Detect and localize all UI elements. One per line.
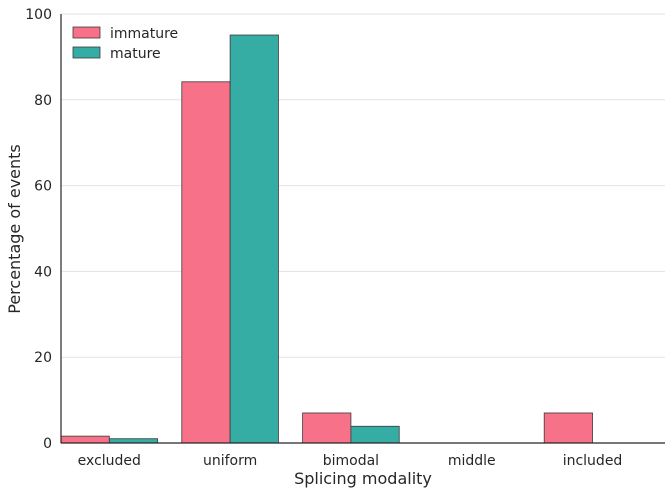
bars (60, 34, 593, 444)
legend-label-immature: immature (110, 26, 178, 42)
legend-swatch-mature (72, 46, 101, 59)
y-tick-label: 20 (34, 350, 52, 366)
x-tick-label: excluded (78, 453, 141, 469)
x-tick-label: included (563, 453, 623, 469)
bar-immature-included (543, 412, 593, 444)
y-tick-label: 80 (34, 93, 52, 109)
x-tick-label: middle (448, 453, 496, 469)
y-tick-label: 0 (43, 436, 52, 452)
bar-immature-excluded (60, 435, 110, 444)
y-tick-label: 60 (34, 179, 52, 195)
bar-mature-uniform (229, 34, 279, 444)
bar-immature-bimodal (302, 412, 352, 444)
y-tick-label: 100 (25, 7, 52, 23)
legend-swatch-immature (72, 26, 101, 39)
x-tick-labels: excluded uniform bimodal middle included (78, 453, 623, 469)
grid-lines (61, 13, 665, 358)
x-axis-title: Splicing modality (294, 469, 432, 488)
x-tick-label: bimodal (323, 453, 379, 469)
y-tick-labels: 0 20 40 60 80 100 (25, 7, 52, 452)
legend: immature mature (72, 26, 178, 62)
axes (60, 14, 665, 444)
bar-mature-excluded (108, 438, 159, 444)
y-tick-label: 40 (34, 264, 52, 280)
bar-mature-bimodal (350, 425, 400, 444)
x-tick-label: uniform (203, 453, 257, 469)
y-axis-title: Percentage of events (5, 144, 24, 314)
bar-immature-uniform (181, 81, 231, 444)
legend-label-mature: mature (110, 46, 161, 62)
